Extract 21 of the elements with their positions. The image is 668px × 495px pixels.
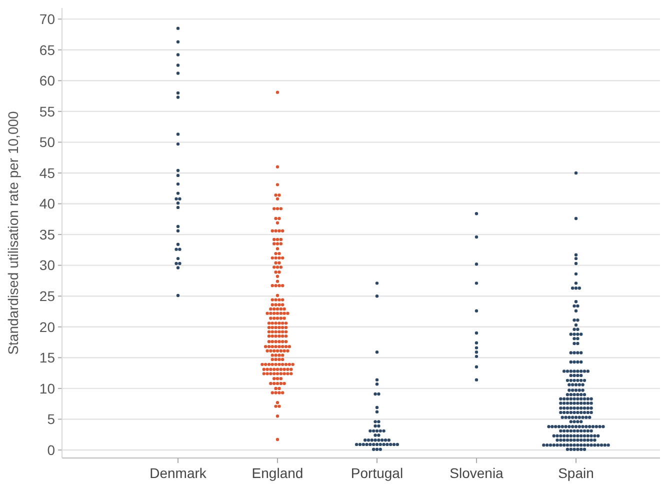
x-tick-label: Denmark [150,465,208,481]
y-tick-label: 45 [39,164,56,181]
y-tick-label: 55 [39,103,56,120]
y-tick-label: 40 [39,196,56,212]
x-tick-label: Spain [558,465,594,481]
y-tick-label: 50 [39,134,56,150]
y-tick-label: 30 [39,257,56,274]
y-tick-label: 20 [39,318,56,335]
y-tick-label: 15 [39,350,56,366]
y-tick-label: 10 [39,380,56,396]
y-tick-label: 25 [39,288,56,304]
y-tick-label: 60 [39,72,56,89]
x-tick-label: Portugal [350,465,404,481]
y-axis-title: Standardised utilisation rate per 10,000 [5,110,21,355]
y-tick-label: 5 [47,411,56,428]
y-tick-label: 35 [39,226,56,242]
y-tick-label: 70 [39,10,56,27]
y-tick-label: 65 [39,42,56,58]
y-tick-label: 0 [47,442,56,458]
x-tick-label: England [252,465,304,481]
x-tick-label: Slovenia [450,465,504,481]
